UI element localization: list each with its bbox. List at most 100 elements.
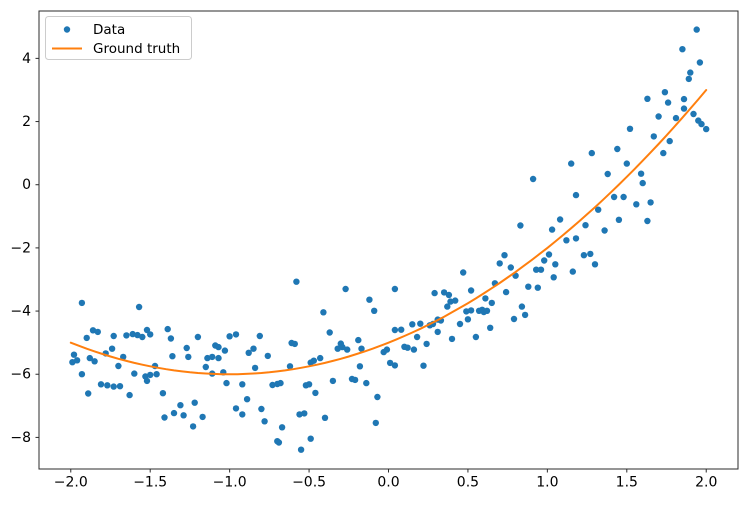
data-point (588, 149, 595, 157)
data-point (502, 288, 510, 296)
x-tick-label: 1.0 (536, 475, 558, 491)
data-point (637, 170, 645, 177)
data-point (409, 321, 416, 328)
data-point (363, 379, 370, 387)
data-point (301, 410, 308, 417)
data-point (110, 383, 117, 390)
y-tick-label: 4 (22, 51, 31, 67)
data-point (372, 419, 379, 427)
data-point (321, 414, 329, 421)
y-tick-label: −6 (10, 367, 31, 383)
data-point (444, 303, 451, 310)
data-point (661, 89, 669, 96)
data-point (685, 75, 692, 83)
data-point (131, 370, 138, 377)
y-tick-label: −8 (10, 430, 31, 446)
data-point (116, 383, 124, 390)
data-point (533, 266, 540, 273)
data-point (391, 326, 399, 334)
data-point (690, 110, 697, 118)
data-point (483, 307, 491, 314)
data-point (296, 411, 303, 418)
data-point (420, 362, 427, 369)
y-tick-label: 0 (22, 177, 31, 193)
data-point (191, 399, 198, 406)
legend-entry-data: Data (63, 22, 125, 38)
x-tick-label: −1.0 (213, 475, 247, 491)
data-point (488, 299, 495, 307)
data-point (525, 283, 532, 290)
data-point (626, 125, 634, 132)
data-point (123, 332, 130, 339)
data-point (189, 423, 197, 430)
legend: Data Ground truth (45, 16, 192, 60)
data-point (161, 414, 168, 421)
legend-data-label: Data (93, 22, 125, 38)
data-point (660, 149, 667, 157)
data-point (326, 329, 333, 336)
legend-ground-truth-label: Ground truth (93, 41, 180, 57)
data-point (139, 333, 146, 341)
data-point (317, 354, 324, 362)
data-point (293, 278, 300, 285)
data-point (620, 193, 627, 201)
data-point (164, 325, 171, 333)
data-point (239, 411, 246, 418)
data-point (135, 303, 143, 311)
data-point (434, 328, 441, 336)
data-point (94, 328, 102, 336)
data-point (78, 371, 86, 378)
data-point (342, 285, 349, 293)
data-point (445, 291, 453, 299)
ground-truth-curve (69, 89, 708, 376)
data-point (534, 284, 541, 291)
data-point (180, 412, 187, 419)
data-point (391, 285, 399, 293)
data-point (104, 382, 111, 389)
data-point (496, 260, 503, 267)
data-point (456, 320, 464, 328)
data-point (153, 371, 160, 378)
x-tick-label: 1.5 (616, 475, 638, 491)
data-point (177, 402, 184, 409)
data-point (518, 303, 526, 310)
plot-area: −2.0 −1.5 −1.0 −0.5 0.0 0.5 1.0 1.5 2.0 −8 −6 −4 −2 0… (10, 10, 739, 491)
data-point (633, 201, 640, 208)
data-point (143, 377, 151, 385)
data-point (312, 389, 319, 397)
data-point (297, 446, 305, 453)
data-point (548, 226, 556, 233)
data-point (410, 346, 418, 353)
data-point (582, 222, 589, 229)
data-point (251, 364, 259, 372)
data-point (120, 353, 127, 361)
data-point (655, 113, 662, 120)
data-point (448, 335, 456, 343)
data-point (680, 105, 688, 112)
data-point (460, 269, 467, 276)
x-tick-label: 0.0 (377, 475, 399, 491)
data-point (386, 359, 394, 367)
data-point (83, 334, 90, 342)
data-point (580, 252, 588, 259)
data-point (170, 409, 178, 417)
y-tick-label: −2 (10, 240, 31, 256)
data-point (356, 363, 364, 370)
data-point (202, 363, 209, 371)
data-point (371, 307, 378, 314)
data-point (623, 160, 630, 167)
data-point (70, 351, 78, 358)
data-point (366, 296, 373, 303)
data-point (463, 308, 470, 315)
data-point (591, 261, 599, 268)
data-point (383, 346, 391, 353)
data-point (194, 333, 202, 341)
data-point (199, 413, 206, 421)
data-point (264, 352, 271, 360)
data-point (693, 26, 700, 33)
data-point (664, 99, 672, 106)
data-point (159, 390, 167, 397)
data-point (374, 393, 381, 401)
data-point (169, 353, 176, 360)
